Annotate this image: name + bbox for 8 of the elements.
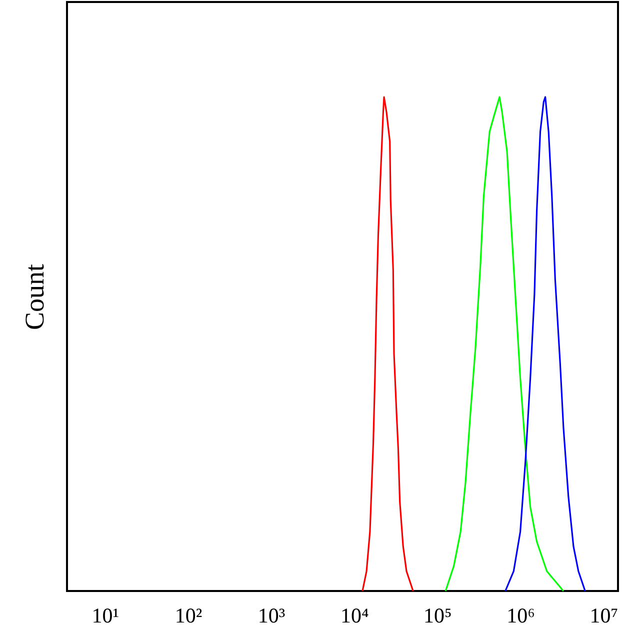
x-tick-label: 10⁴ xyxy=(340,604,369,628)
x-tick-label: 10⁷ xyxy=(590,604,618,628)
x-tick-label: 10² xyxy=(174,604,202,628)
x-tick-label: 10⁵ xyxy=(424,604,452,628)
x-tick-label: 10³ xyxy=(258,604,286,628)
x-tick-label: 10⁶ xyxy=(506,604,535,628)
x-tick-label: 10¹ xyxy=(92,604,120,628)
y-axis-title: Count xyxy=(20,264,50,330)
